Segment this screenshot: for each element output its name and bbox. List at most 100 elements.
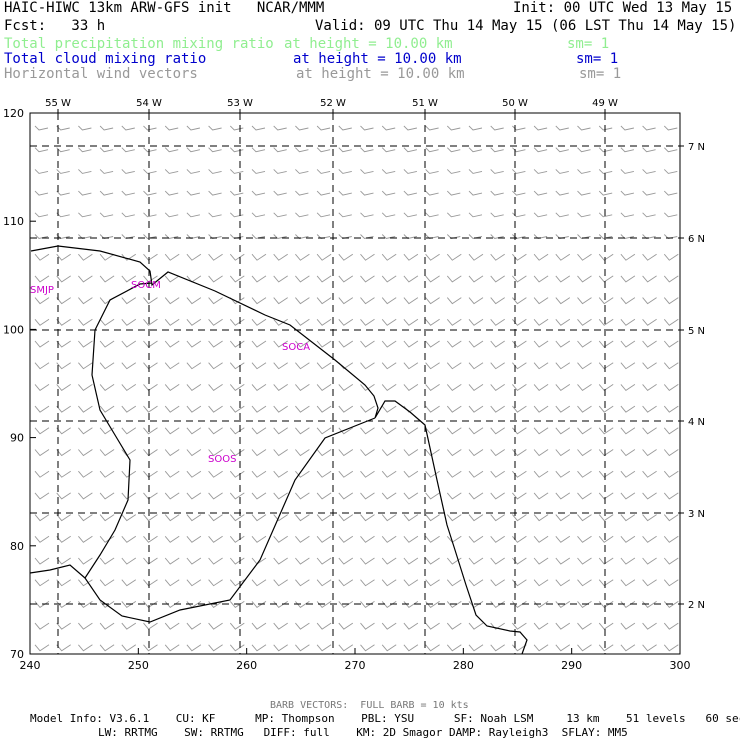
wind-barb-389 [663, 384, 679, 391]
wind-barb-344 [338, 362, 354, 370]
wind-barb-734 [338, 644, 354, 652]
wind-barb-303 [99, 340, 115, 348]
wind-barb-75 [360, 169, 374, 174]
wind-barb-683 [533, 601, 549, 608]
wind-barb-43 [316, 147, 331, 153]
wind-barb-230 [468, 275, 484, 283]
wind-barb-336 [164, 362, 180, 370]
wind-barb-482 [78, 470, 93, 478]
wind-barb-119 [663, 190, 678, 196]
wind-barb-471 [490, 449, 505, 457]
wind-barb-656 [598, 579, 614, 587]
wind-barb-689 [663, 601, 679, 608]
wind-barb-8 [208, 125, 222, 131]
wind-barb-181 [56, 253, 71, 261]
wind-barb-191 [273, 253, 288, 261]
wind-barb-675 [360, 601, 375, 608]
wind-barb-353 [533, 362, 549, 370]
wind-barb-479 [663, 449, 679, 457]
wind-barb-631 [56, 579, 71, 587]
wind-barb-620 [468, 557, 484, 565]
wind-barb-659 [663, 579, 679, 587]
wind-barb-481 [56, 470, 71, 478]
wind-barb-422 [78, 427, 93, 435]
wind-barb-185 [143, 253, 158, 261]
wind-barb-730 [251, 644, 267, 652]
wind-barb-398 [208, 405, 223, 413]
wind-barb-720 [34, 644, 50, 652]
wind-barb-357 [620, 362, 636, 370]
wind-barb-489 [229, 470, 245, 478]
wind-barb-536 [598, 492, 614, 500]
wind-barb-102 [295, 190, 309, 196]
wind-barb-697 [186, 622, 202, 630]
wind-barb-333 [99, 362, 115, 370]
wind-barb-23 [533, 125, 548, 131]
wind-barb-198 [425, 253, 440, 261]
wind-barb-135 [360, 212, 374, 218]
wind-barb-621 [490, 557, 505, 565]
wind-barb-249 [229, 297, 245, 305]
wind-barb-635 [143, 579, 158, 587]
wind-barb-496 [381, 470, 397, 478]
wind-barb-369 [229, 384, 245, 391]
wind-barb-527 [403, 492, 419, 500]
wind-barb-328 [642, 340, 657, 348]
wind-barb-283 [316, 318, 332, 326]
wind-barb-324 [555, 340, 571, 348]
wind-barb-348 [425, 362, 440, 370]
wind-barb-370 [251, 384, 267, 391]
wind-barb-551 [273, 514, 288, 522]
x-tick-label-6: 300 [670, 659, 691, 672]
y-tick-label-1: 80 [10, 540, 24, 553]
wind-barb-60 [34, 169, 49, 174]
wind-barb-234 [555, 275, 571, 283]
wind-barb-588 [425, 535, 440, 543]
header-title: HAIC-HIWC 13km ARW-GFS init NCAR/MMM [4, 0, 325, 16]
wind-barb-410 [468, 405, 484, 413]
wind-barb-531 [490, 492, 505, 500]
wind-barb-426 [164, 427, 180, 435]
wind-barb-729 [229, 644, 245, 652]
wind-barb-16 [381, 125, 396, 131]
wind-barb-608 [208, 557, 223, 565]
wind-barb-298 [642, 318, 657, 326]
wind-barb-290 [468, 318, 484, 326]
wind-barb-323 [533, 340, 549, 348]
wind-barb-427 [186, 427, 202, 435]
wind-barb-560 [468, 514, 484, 522]
wind-barb-414 [555, 405, 571, 413]
wind-barb-218 [208, 275, 223, 283]
wind-barb-593 [533, 535, 549, 543]
field-sm-precip: sm= 1 [567, 36, 610, 52]
wind-barb-37 [186, 147, 200, 153]
wind-barb-340 [251, 362, 267, 370]
wind-barb-190 [251, 253, 267, 261]
wind-barb-130 [251, 212, 266, 218]
wind-barb-544 [121, 514, 137, 522]
wind-barb-82 [512, 169, 526, 174]
wind-barb-93 [99, 190, 114, 196]
wind-barb-666 [164, 601, 180, 608]
wind-barb-373 [316, 384, 332, 391]
wind-barb-133 [316, 212, 331, 218]
wind-barb-609 [229, 557, 245, 565]
wind-barb-87 [620, 169, 634, 174]
wind-barb-468 [425, 449, 440, 457]
wind-barb-304 [121, 340, 137, 348]
wind-barb-516 [164, 492, 180, 500]
wind-barb-341 [273, 362, 288, 370]
wind-barb-74 [338, 169, 352, 174]
wind-barb-176 [598, 234, 613, 239]
wind-barb-442 [512, 427, 527, 435]
wind-barb-412 [512, 405, 527, 413]
wind-barb-90 [34, 190, 49, 196]
wind-barb-561 [490, 514, 505, 522]
wind-barb-294 [555, 318, 571, 326]
wind-barb-251 [273, 297, 288, 305]
wind-barb-289 [446, 318, 462, 326]
wind-barb-394 [121, 405, 137, 413]
wind-barb-166 [381, 234, 396, 239]
wind-barb-418 [642, 405, 657, 413]
wind-barb-641 [273, 579, 288, 587]
